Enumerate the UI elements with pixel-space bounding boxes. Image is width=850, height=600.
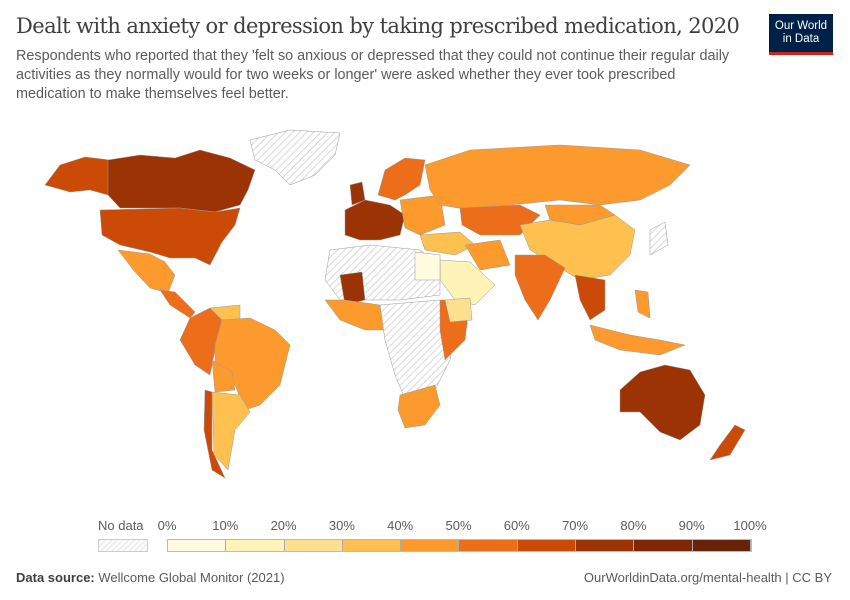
region-canada[interactable]: [107, 149, 256, 213]
legend-tick: 10%: [212, 518, 239, 533]
region-alaska[interactable]: [44, 156, 111, 196]
legend-bin-3[interactable]: [342, 540, 402, 551]
legend-tick: 100%: [733, 518, 767, 533]
region-greenland[interactable]: [249, 129, 341, 186]
region-usa[interactable]: [99, 207, 241, 266]
region-iran[interactable]: [464, 239, 511, 271]
region-indonesia[interactable]: [589, 324, 686, 356]
world-map[interactable]: [0, 110, 850, 510]
chart-title: Dealt with anxiety or depression by taki…: [16, 14, 740, 38]
region-russia[interactable]: [424, 144, 691, 211]
region-scandinavia[interactable]: [377, 157, 426, 201]
legend-tick: 30%: [328, 518, 355, 533]
legend-bin-4[interactable]: [401, 540, 460, 551]
region-turkey-middle-east[interactable]: [419, 231, 476, 256]
legend-bin-9[interactable]: [692, 540, 751, 551]
map-legend: No data 0% 10% 20% 30% 40% 50% 60% 70% 80% 90% 100…: [0, 512, 850, 552]
region-new-zealand[interactable]: [709, 424, 746, 461]
region-philippines[interactable]: [634, 289, 651, 319]
legend-bin-8[interactable]: [634, 540, 693, 551]
region-japan[interactable]: [649, 221, 669, 256]
legend-bin-6[interactable]: [517, 540, 577, 551]
region-egypt[interactable]: [414, 251, 441, 281]
region-se-asia[interactable]: [574, 274, 606, 321]
legend-tick: 0%: [157, 518, 177, 533]
region-kazakhstan[interactable]: [459, 204, 541, 236]
region-uk[interactable]: [349, 181, 366, 206]
legend-tick: 80%: [620, 518, 647, 533]
region-bolivia[interactable]: [211, 359, 236, 393]
region-southern-africa[interactable]: [397, 384, 441, 429]
region-central-america[interactable]: [159, 289, 196, 319]
owid-logo[interactable]: Our World in Data: [769, 14, 833, 55]
legend-tick: 60%: [503, 518, 530, 533]
legend-bin-5[interactable]: [459, 540, 518, 551]
legend-bin-0[interactable]: [168, 540, 227, 551]
no-data-label: No data: [98, 518, 144, 533]
source-label: Data source:: [16, 570, 95, 585]
legend-tick: 50%: [445, 518, 472, 533]
region-argentina[interactable]: [211, 391, 251, 471]
region-brazil[interactable]: [214, 317, 291, 411]
data-source: Data source: Wellcome Global Monitor (20…: [16, 570, 285, 585]
source-text[interactable]: Wellcome Global Monitor (2021): [98, 570, 285, 585]
chart-subtitle: Respondents who reported that they 'felt…: [16, 48, 730, 102]
region-ethiopia[interactable]: [444, 297, 473, 323]
legend-bin-2[interactable]: [284, 540, 343, 551]
legend-bins: [167, 539, 752, 552]
legend-tick: 20%: [270, 518, 297, 533]
region-india[interactable]: [514, 254, 566, 321]
region-mali[interactable]: [339, 271, 366, 306]
region-mexico[interactable]: [117, 249, 176, 294]
region-eastern-europe[interactable]: [399, 194, 446, 236]
footer-url[interactable]: OurWorldinData.org/mental-health | CC BY: [583, 570, 832, 585]
no-data-swatch[interactable]: [98, 539, 148, 552]
region-australia[interactable]: [619, 364, 706, 441]
legend-tick: 70%: [562, 518, 589, 533]
legend-tick: 90%: [678, 518, 705, 533]
region-western-europe[interactable]: [344, 199, 406, 241]
legend-tick: 40%: [387, 518, 414, 533]
legend-bin-1[interactable]: [226, 540, 285, 551]
legend-bin-7[interactable]: [576, 540, 635, 551]
